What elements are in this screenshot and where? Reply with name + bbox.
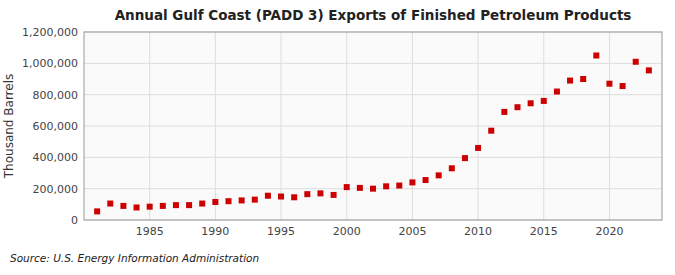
y-tick-label: 200,000: [33, 183, 79, 196]
point: [357, 185, 363, 191]
x-tick-label: 2020: [595, 225, 623, 238]
y-grid-line: [84, 126, 662, 127]
point: [528, 100, 534, 106]
x-grid-line: [149, 32, 150, 220]
point: [462, 155, 468, 161]
point: [331, 192, 337, 198]
point: [409, 179, 415, 185]
y-grid-line: [84, 157, 662, 158]
title: Annual Gulf Coast (PADD 3) Exports of Fi…: [115, 7, 632, 23]
plot-background: [84, 32, 662, 220]
x-ticks: 1985 1990 1995 2000 2005 2010 2015 2020: [136, 225, 624, 238]
point: [278, 194, 284, 200]
y-ticks: 0 200,000 400,000 600,000 800,000 1,000,000 1,…: [22, 26, 78, 227]
x-grid-line: [609, 32, 610, 220]
point: [344, 184, 350, 190]
x-tick-label: 2010: [464, 225, 492, 238]
point: [580, 76, 586, 82]
point: [633, 59, 639, 65]
point: [488, 128, 494, 134]
chart-svg: 0 200,000 400,000 600,000 800,000 1,000,000 1,…: [0, 0, 675, 275]
point: [160, 203, 166, 209]
point: [554, 89, 560, 95]
x-tick-label: 1990: [201, 225, 229, 238]
y-tick-label: 1,200,000: [22, 26, 78, 39]
chart-container: 0 200,000 400,000 600,000 800,000 1,000,000 1,…: [0, 0, 675, 275]
point: [515, 104, 521, 110]
y-tick-label: 1,000,000: [22, 57, 78, 70]
y-grid-line: [84, 94, 662, 95]
y-tick-label: 600,000: [33, 120, 79, 133]
point: [239, 197, 245, 203]
x-tick-label: 1995: [267, 225, 295, 238]
x-grid-line: [346, 32, 347, 220]
x-grid-line: [543, 32, 544, 220]
point: [475, 145, 481, 151]
point: [567, 78, 573, 84]
point: [265, 193, 271, 199]
point: [317, 190, 323, 196]
point: [396, 183, 402, 189]
point: [134, 204, 140, 210]
x-tick-label: 2000: [333, 225, 361, 238]
grid: [84, 32, 662, 220]
point: [252, 197, 258, 203]
y-axis-label: Thousand Barrels: [2, 74, 16, 179]
point: [212, 199, 218, 205]
point: [199, 201, 205, 207]
x-grid-line: [412, 32, 413, 220]
point: [147, 204, 153, 210]
point: [120, 203, 126, 209]
point: [107, 201, 113, 207]
point: [593, 53, 599, 59]
point: [291, 194, 297, 200]
x-grid-line: [281, 32, 282, 220]
point: [606, 81, 612, 87]
y-tick-label: 800,000: [33, 89, 79, 102]
point: [173, 202, 179, 208]
point: [646, 67, 652, 73]
point: [226, 198, 232, 204]
point: [436, 172, 442, 178]
plot-frame: [84, 32, 662, 220]
point: [383, 183, 389, 189]
x-tick-label: 2015: [530, 225, 558, 238]
y-tick-label: 0: [71, 214, 78, 227]
point: [541, 98, 547, 104]
point: [94, 208, 100, 214]
x-tick-label: 1985: [136, 225, 164, 238]
point: [423, 177, 429, 183]
point: [304, 191, 310, 197]
x-grid-line: [215, 32, 216, 220]
y-tick-label: 400,000: [33, 151, 79, 164]
source-note: Source: U.S. Energy Information Administ…: [10, 252, 259, 264]
point: [501, 109, 507, 115]
x-grid-line: [478, 32, 479, 220]
point: [186, 202, 192, 208]
points: [94, 53, 652, 215]
y-grid-line: [84, 63, 662, 64]
point: [449, 165, 455, 171]
point: [370, 186, 376, 192]
point: [620, 83, 626, 89]
x-tick-label: 2005: [398, 225, 426, 238]
